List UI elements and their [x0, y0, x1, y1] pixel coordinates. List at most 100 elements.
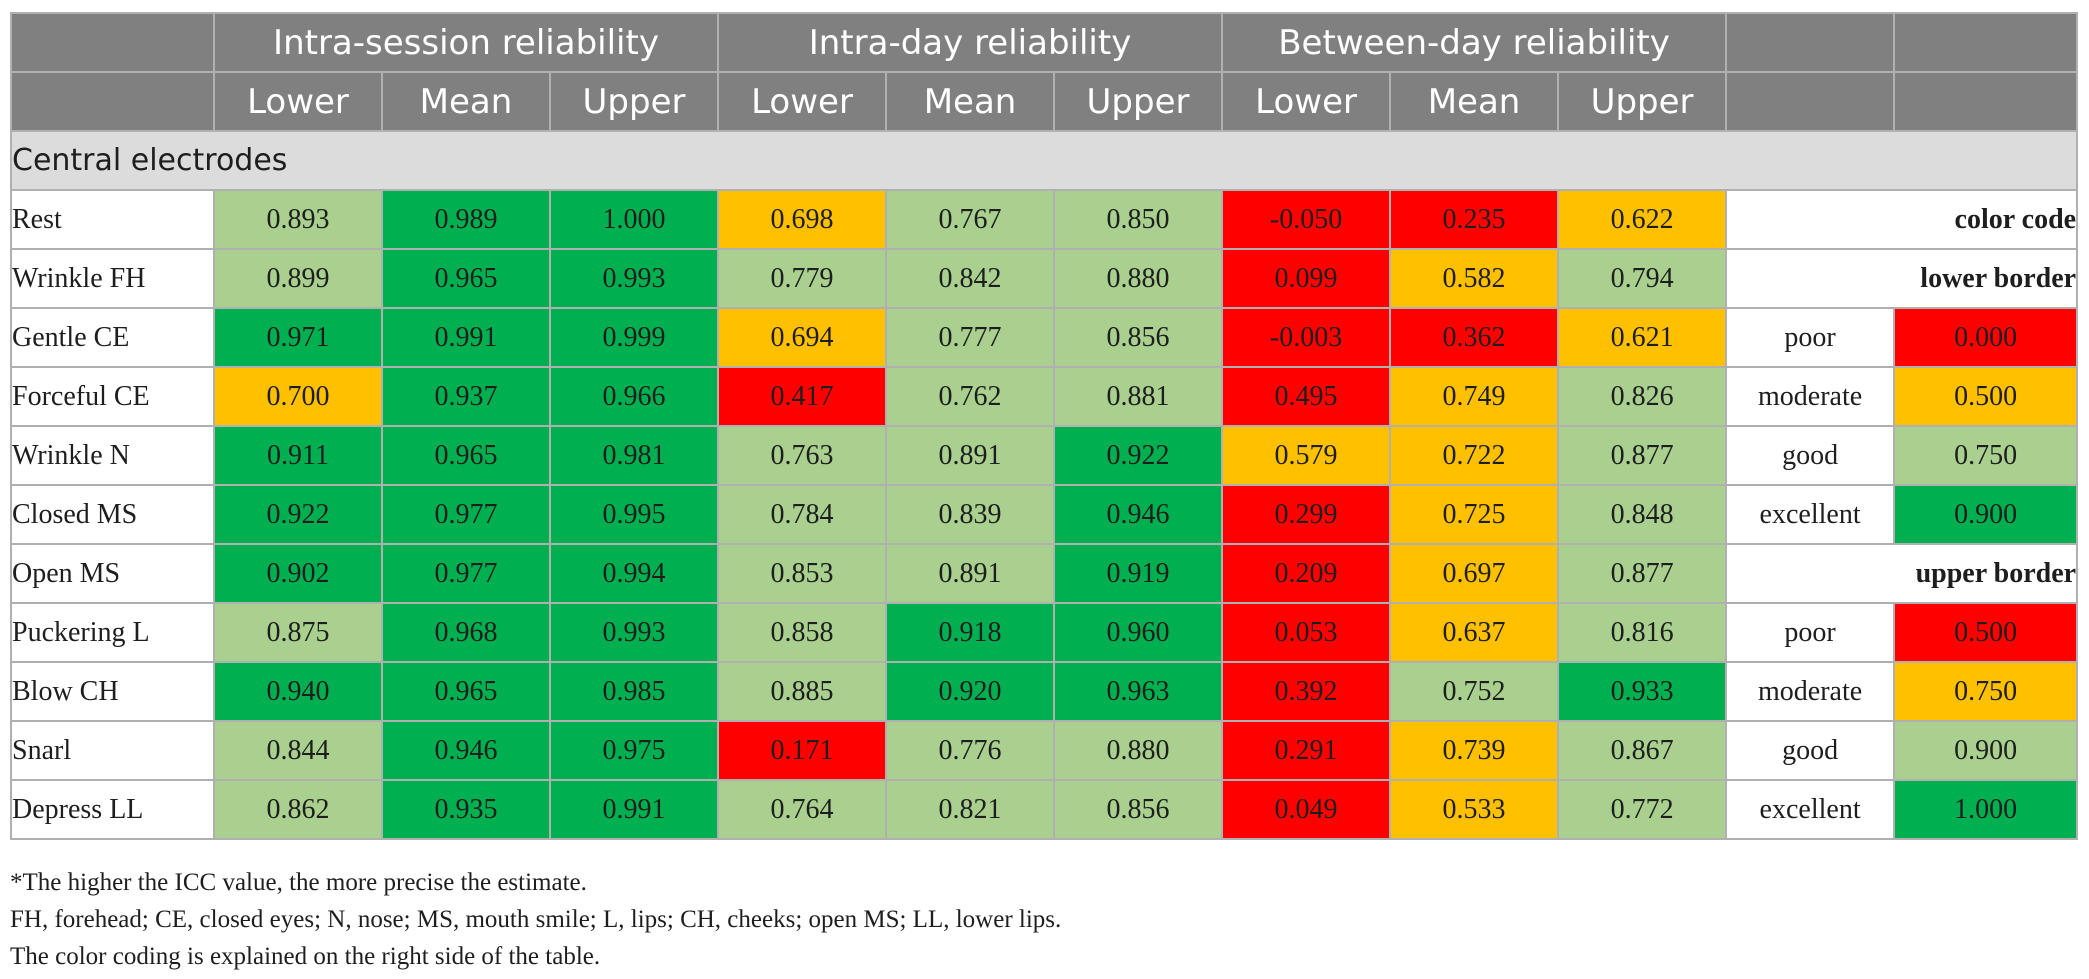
icc-value-cell: 0.700: [213, 366, 383, 427]
subheader-lower: Lower: [1221, 71, 1392, 132]
icc-value-cell: 0.637: [1389, 602, 1560, 663]
subheader-mean: Mean: [885, 71, 1056, 132]
icc-value-cell: -0.003: [1221, 307, 1392, 368]
icc-value-cell: 0.995: [548, 484, 720, 545]
icc-value-cell: 0.777: [885, 307, 1056, 368]
icc-value-cell: 0.981: [548, 425, 720, 486]
icc-value-cell: 0.621: [1557, 307, 1728, 368]
icc-value-cell: 0.739: [1389, 720, 1560, 781]
icc-value-cell: 0.772: [1557, 779, 1728, 840]
icc-value-cell: 0.963: [1053, 661, 1224, 722]
header-blank: [1893, 71, 2079, 132]
table-row: Wrinkle FH 0.899 0.965 0.993 0.779 0.842 0.880…: [10, 248, 2079, 309]
subheader-upper: Upper: [1053, 71, 1224, 132]
icc-value-cell: 0.965: [381, 425, 551, 486]
table-row: Puckering L 0.875 0.968 0.993 0.858 0.918 0.96…: [10, 602, 2079, 663]
icc-value-cell: 0.968: [381, 602, 551, 663]
table-row: Wrinkle N 0.911 0.965 0.981 0.763 0.891 0.922 0…: [10, 425, 2079, 486]
icc-value-cell: 0.960: [1053, 602, 1224, 663]
table-row: Rest 0.893 0.989 1.000 0.698 0.767 0.850 -0.050…: [10, 189, 2079, 250]
subheader-lower: Lower: [213, 71, 383, 132]
icc-value-cell: 0.697: [1389, 543, 1560, 604]
icc-value-cell: 0.749: [1389, 366, 1560, 427]
legend-swatch-value: 0.500: [1893, 366, 2079, 427]
icc-value-cell: 0.764: [717, 779, 888, 840]
icc-value-cell: 0.971: [213, 307, 383, 368]
icc-value-cell: 0.235: [1389, 189, 1560, 250]
icc-value-cell: 0.099: [1221, 248, 1392, 309]
table-row: Forceful CE 0.700 0.937 0.966 0.417 0.762 0.88…: [10, 366, 2079, 427]
icc-value-cell: 0.209: [1221, 543, 1392, 604]
icc-value-cell: 0.966: [548, 366, 720, 427]
icc-value-cell: 0.975: [548, 720, 720, 781]
icc-value-cell: 0.893: [213, 189, 383, 250]
header-blank: [1725, 12, 1896, 73]
icc-value-cell: 0.991: [381, 307, 551, 368]
subheader-upper: Upper: [1557, 71, 1728, 132]
footnote: *The higher the ICC value, the more prec…: [10, 869, 587, 896]
row-label: Forceful CE: [10, 366, 215, 427]
icc-value-cell: 0.993: [548, 248, 720, 309]
icc-value-cell: 0.922: [213, 484, 383, 545]
footnote: The color coding is explained on the rig…: [10, 943, 601, 970]
legend-label: good: [1725, 425, 1896, 486]
icc-value-cell: 0.839: [885, 484, 1056, 545]
icc-value-cell: 0.991: [548, 779, 720, 840]
table-footnotes: *The higher the ICC value, the more prec…: [10, 864, 1061, 975]
icc-value-cell: 0.533: [1389, 779, 1560, 840]
icc-value-cell: 0.752: [1389, 661, 1560, 722]
subheader-row: Lower Mean Upper Lower Mean Upper Lower …: [10, 71, 2079, 132]
row-label: Closed MS: [10, 484, 215, 545]
icc-value-cell: 0.816: [1557, 602, 1728, 663]
legend-label: moderate: [1725, 661, 1896, 722]
row-label: Open MS: [10, 543, 215, 604]
icc-value-cell: 0.899: [213, 248, 383, 309]
row-label: Rest: [10, 189, 215, 250]
icc-value-cell: 0.994: [548, 543, 720, 604]
icc-value-cell: 0.767: [885, 189, 1056, 250]
icc-value-cell: 0.880: [1053, 720, 1224, 781]
legend-swatch-value: 0.750: [1893, 661, 2079, 722]
icc-value-cell: 0.794: [1557, 248, 1728, 309]
legend-swatch-value: 0.900: [1893, 720, 2079, 781]
icc-value-cell: 0.940: [213, 661, 383, 722]
icc-value-cell: 0.867: [1557, 720, 1728, 781]
icc-value-cell: 0.171: [717, 720, 888, 781]
icc-value-cell: 0.848: [1557, 484, 1728, 545]
table-row: Snarl 0.844 0.946 0.975 0.171 0.776 0.880 0.291…: [10, 720, 2079, 781]
header-corner: [10, 12, 215, 73]
icc-value-cell: 0.850: [1053, 189, 1224, 250]
icc-value-cell: 0.844: [213, 720, 383, 781]
icc-value-cell: 0.881: [1053, 366, 1224, 427]
icc-value-cell: 0.049: [1221, 779, 1392, 840]
icc-value-cell: 0.722: [1389, 425, 1560, 486]
subheader-mean: Mean: [1389, 71, 1560, 132]
legend-label: excellent: [1725, 484, 1896, 545]
header-blank: [1725, 71, 1896, 132]
icc-value-cell: 0.891: [885, 425, 1056, 486]
row-label: Depress LL: [10, 779, 215, 840]
icc-value-cell: 0.858: [717, 602, 888, 663]
icc-value-cell: 0.965: [381, 248, 551, 309]
icc-value-cell: 0.725: [1389, 484, 1560, 545]
icc-value-cell: 0.698: [717, 189, 888, 250]
icc-value-cell: 0.417: [717, 366, 888, 427]
icc-value-cell: 0.880: [1053, 248, 1224, 309]
icc-value-cell: 0.495: [1221, 366, 1392, 427]
group-header-between-day: Between-day reliability: [1221, 12, 1728, 73]
icc-value-cell: 0.902: [213, 543, 383, 604]
legend-label: poor: [1725, 307, 1896, 368]
icc-value-cell: 0.779: [717, 248, 888, 309]
icc-value-cell: 0.993: [548, 602, 720, 663]
legend-label: excellent: [1725, 779, 1896, 840]
footnote: FH, forehead; CE, closed eyes; N, nose; …: [10, 906, 1062, 933]
icc-value-cell: 0.985: [548, 661, 720, 722]
table-row: Depress LL 0.862 0.935 0.991 0.764 0.821 0.856…: [10, 779, 2079, 840]
icc-value-cell: 0.885: [717, 661, 888, 722]
icc-value-cell: 0.977: [381, 543, 551, 604]
icc-value-cell: 0.776: [885, 720, 1056, 781]
icc-value-cell: 0.891: [885, 543, 1056, 604]
legend-swatch-value: 0.750: [1893, 425, 2079, 486]
legend-label: poor: [1725, 602, 1896, 663]
group-header-row: Intra-session reliability Intra-day reli…: [10, 12, 2079, 73]
